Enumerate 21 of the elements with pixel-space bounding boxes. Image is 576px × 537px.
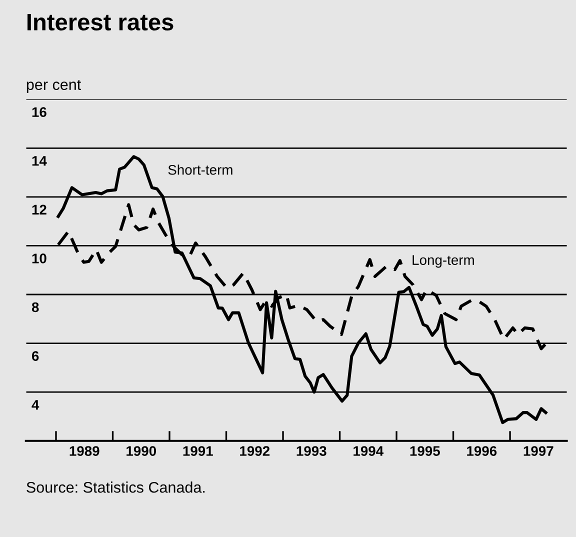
- y-tick-label: 16: [32, 107, 46, 118]
- y-tick-label: 14: [32, 156, 47, 166]
- x-tick-label: 1995: [410, 446, 440, 456]
- x-tick-label: 1996: [467, 446, 497, 456]
- x-tick-label: 1991: [183, 446, 213, 456]
- source-note: Source: Statistics Canada.: [26, 482, 205, 493]
- chart-title: Interest rates: [28, 14, 174, 31]
- y-tick-label: 4: [32, 400, 40, 410]
- y-tick-label: 8: [32, 302, 39, 312]
- x-tick-label: 1992: [240, 446, 270, 456]
- y-tick-label: 10: [32, 254, 46, 264]
- x-tick-label: 1989: [70, 446, 100, 456]
- x-tick-label: 1993: [296, 446, 326, 456]
- annotation: Short-term: [168, 164, 232, 175]
- x-tick-label: 1994: [354, 446, 384, 456]
- y-tick-label: 12: [32, 204, 46, 214]
- x-tick-label: 1997: [524, 446, 554, 456]
- y-axis-title: per cent: [26, 80, 82, 94]
- x-tick-label: 1990: [126, 446, 156, 456]
- annotation: Long-term: [412, 255, 474, 268]
- y-tick-label: 6: [32, 351, 39, 361]
